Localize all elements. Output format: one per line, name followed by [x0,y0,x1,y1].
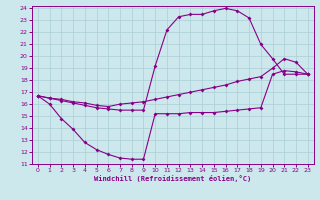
X-axis label: Windchill (Refroidissement éolien,°C): Windchill (Refroidissement éolien,°C) [94,175,252,182]
